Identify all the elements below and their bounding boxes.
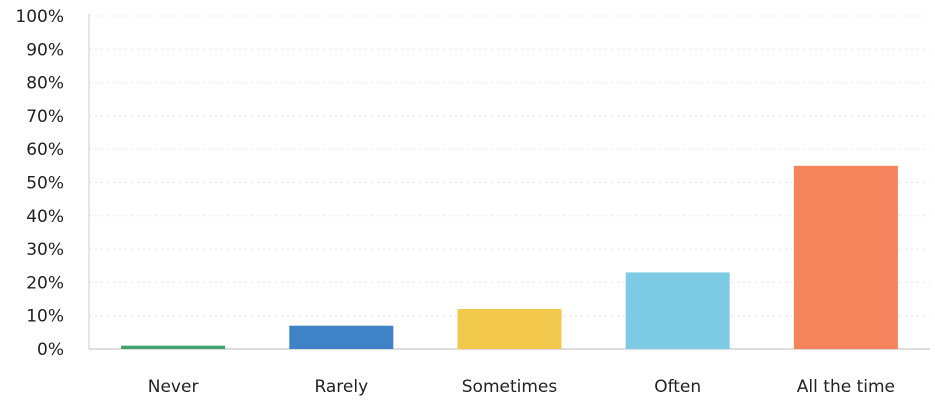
y-tick-label: 70% bbox=[26, 107, 64, 127]
bar-sometimes bbox=[457, 309, 562, 349]
bar-rarely bbox=[289, 325, 394, 349]
bar-all-the-time bbox=[793, 165, 898, 349]
y-tick-label: 80% bbox=[26, 74, 64, 94]
x-category-label: Sometimes bbox=[462, 377, 558, 397]
y-tick-label: 60% bbox=[26, 140, 64, 160]
x-axis-labels: Never Rarely Sometimes Often All the time bbox=[148, 377, 895, 397]
y-tick-label: 30% bbox=[26, 240, 64, 260]
y-axis-ticks: 0% 10% 20% 30% 40% 50% 60% 70% 80% 90% 100% bbox=[15, 7, 64, 360]
bar-often bbox=[625, 272, 730, 349]
x-category-label: Rarely bbox=[314, 377, 368, 397]
x-category-label: Often bbox=[654, 377, 701, 397]
y-tick-label: 100% bbox=[15, 7, 64, 27]
y-tick-label: 40% bbox=[26, 207, 64, 227]
y-tick-label: 50% bbox=[26, 174, 64, 194]
y-tick-label: 20% bbox=[26, 273, 64, 293]
y-tick-label: 10% bbox=[26, 307, 64, 327]
x-category-label: Never bbox=[148, 377, 199, 397]
y-tick-label: 0% bbox=[37, 340, 64, 360]
x-category-label: All the time bbox=[797, 377, 895, 397]
bar-never bbox=[121, 345, 226, 349]
y-tick-label: 90% bbox=[26, 40, 64, 60]
bars bbox=[121, 165, 898, 349]
